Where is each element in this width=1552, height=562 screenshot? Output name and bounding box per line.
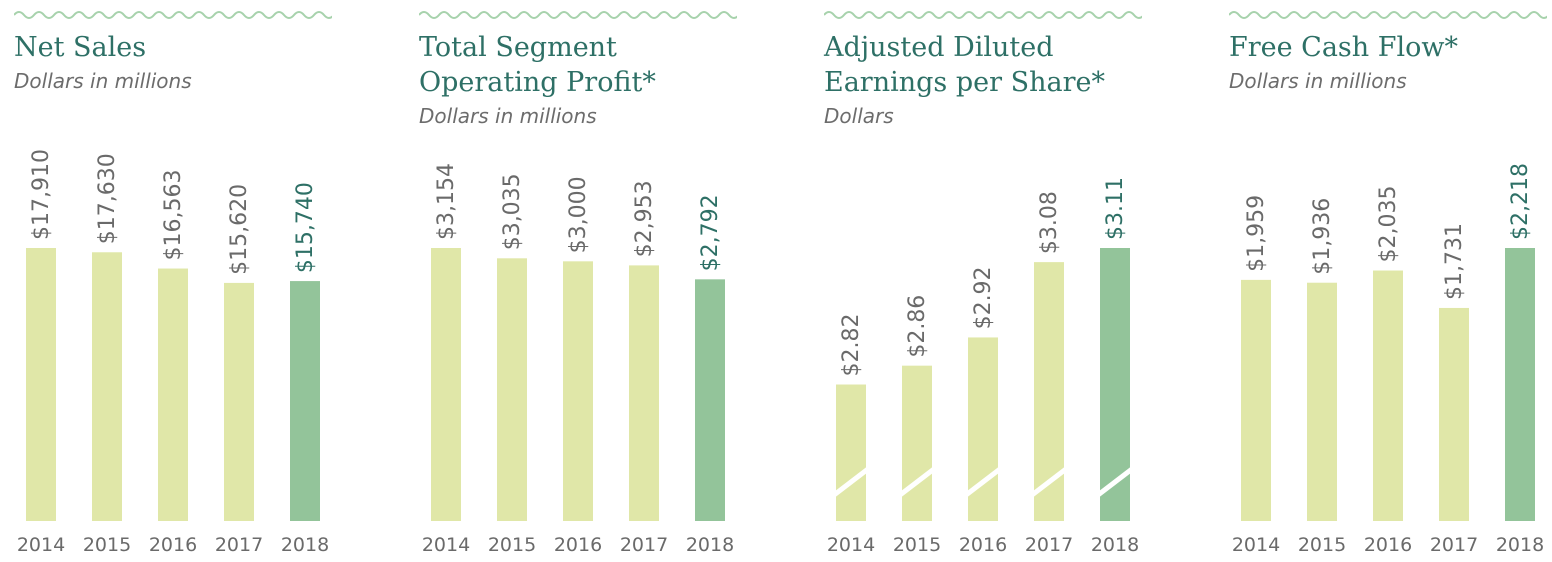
data-label-2016: $16,563 — [161, 170, 186, 261]
bar-2014 — [836, 384, 866, 521]
chart-title: Net Sales Dollars in millions — [14, 30, 344, 97]
wave-divider — [1229, 11, 1547, 19]
chart-subtitle: Dollars — [824, 104, 894, 128]
category-label-2018: 2018 — [1091, 534, 1139, 556]
data-label-2018: $2,218 — [1508, 163, 1533, 240]
wave-divider — [14, 11, 332, 19]
bar-2016 — [1373, 270, 1403, 521]
bar-2016 — [158, 268, 188, 521]
bar-chart: $3,154 2014 $3,035 2015 $3,000 2016 $2,953 2017… — [422, 163, 734, 556]
data-label-2015: $2.86 — [905, 295, 930, 358]
category-label-2016: 2016 — [554, 534, 602, 556]
bar-2018 — [290, 281, 320, 521]
category-label-2014: 2014 — [827, 534, 875, 556]
chart-panel-eps: Adjusted Diluted Earnings per Share* Doll… — [824, 0, 1154, 562]
chart-title: Adjusted Diluted Earnings per Share* Doll… — [824, 30, 1154, 132]
category-label-2017: 2017 — [1430, 534, 1478, 556]
category-label-2015: 2015 — [893, 534, 941, 556]
axis-break-mark — [1030, 467, 1068, 497]
category-label-2014: 2014 — [422, 534, 470, 556]
data-label-2014: $17,910 — [29, 149, 54, 240]
category-label-2014: 2014 — [1232, 534, 1280, 556]
bar-2017 — [224, 282, 254, 521]
chart-panel-operating-profit: Total Segment Operating Profit* Dollars i… — [419, 0, 749, 562]
bar-2015 — [902, 365, 932, 521]
data-label-2018: $15,740 — [293, 182, 318, 273]
data-label-2015: $17,630 — [95, 153, 120, 244]
bar-2016 — [968, 337, 998, 521]
data-label-2014: $3,154 — [434, 163, 459, 240]
category-label-2016: 2016 — [959, 534, 1007, 556]
chart-subtitle: Dollars in millions — [14, 69, 192, 93]
data-label-2016: $2,035 — [1376, 186, 1401, 263]
data-label-2018: $2,792 — [698, 194, 723, 271]
category-label-2016: 2016 — [1364, 534, 1412, 556]
wave-divider — [419, 11, 737, 19]
bar-chart: $2.82 2014 $2.86 2015 $2.92 2016 $3.08 2017 $3.1… — [827, 177, 1139, 556]
bar-2016 — [563, 261, 593, 521]
data-label-2014: $2.82 — [839, 314, 864, 377]
bar-2017 — [1439, 307, 1469, 521]
chart-panel-free-cash-flow: Free Cash Flow* Dollars in millions $1,95… — [1229, 0, 1552, 562]
category-label-2015: 2015 — [488, 534, 536, 556]
category-label-2015: 2015 — [1298, 534, 1346, 556]
bar-2015 — [1307, 282, 1337, 521]
axis-break-mark — [964, 467, 1002, 497]
category-label-2017: 2017 — [620, 534, 668, 556]
data-label-2015: $3,035 — [500, 173, 525, 250]
category-label-2017: 2017 — [215, 534, 263, 556]
chart-subtitle: Dollars in millions — [419, 104, 597, 128]
wave-divider — [824, 11, 1142, 19]
data-label-2014: $1,959 — [1244, 195, 1269, 272]
category-label-2016: 2016 — [149, 534, 197, 556]
data-label-2017: $2,953 — [632, 180, 657, 257]
data-label-2017: $1,731 — [1442, 223, 1467, 300]
chart-title: Free Cash Flow* Dollars in millions — [1229, 30, 1552, 97]
axis-break-mark — [898, 467, 936, 497]
chart-title: Total Segment Operating Profit* Dollars i… — [419, 30, 749, 132]
axis-break-mark — [1096, 467, 1134, 497]
bar-2015 — [92, 252, 122, 521]
bar-2014 — [431, 248, 461, 521]
bar-2017 — [629, 265, 659, 521]
data-label-2018: $3.11 — [1103, 177, 1128, 240]
data-label-2017: $15,620 — [227, 184, 252, 275]
bar-chart: $17,910 2014 $17,630 2015 $16,563 2016 $15,620… — [17, 149, 329, 556]
bar-chart: $1,959 2014 $1,936 2015 $2,035 2016 $1,731 2017… — [1232, 163, 1544, 556]
data-label-2015: $1,936 — [1310, 198, 1335, 275]
data-label-2017: $3.08 — [1037, 191, 1062, 254]
category-label-2017: 2017 — [1025, 534, 1073, 556]
chart-subtitle: Dollars in millions — [1229, 69, 1407, 93]
data-label-2016: $3,000 — [566, 176, 591, 253]
category-label-2014: 2014 — [17, 534, 65, 556]
axis-break-mark — [832, 467, 870, 497]
category-label-2018: 2018 — [1496, 534, 1544, 556]
category-label-2015: 2015 — [83, 534, 131, 556]
bar-2017 — [1034, 262, 1064, 521]
bar-2018 — [695, 279, 725, 521]
category-label-2018: 2018 — [686, 534, 734, 556]
bar-2014 — [26, 248, 56, 521]
bar-2018 — [1505, 248, 1535, 521]
chart-panel-net-sales: Net Sales Dollars in millions $17,910 2014… — [14, 0, 344, 562]
bar-2015 — [497, 258, 527, 521]
data-label-2016: $2.92 — [971, 266, 996, 329]
category-label-2018: 2018 — [281, 534, 329, 556]
bar-2014 — [1241, 279, 1271, 521]
